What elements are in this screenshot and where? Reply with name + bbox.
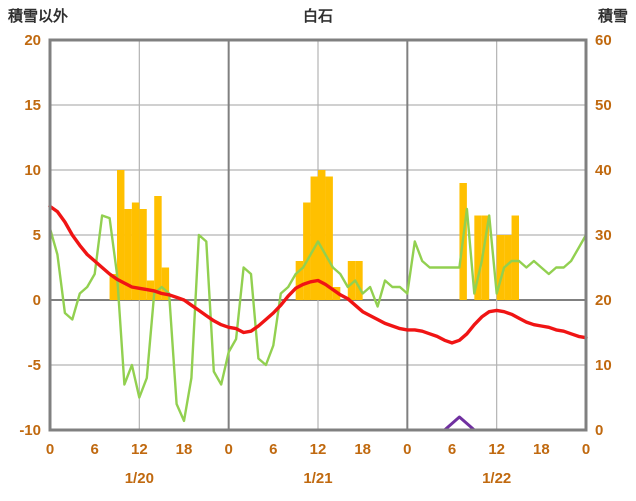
plot-frame [48,38,588,432]
left-tick-label: -5 [28,357,41,374]
right-tick-label: 20 [595,292,612,309]
orange-bars-bar [303,202,311,300]
orange-bars-bar [325,176,333,300]
left-tick-label: 15 [24,97,41,114]
left-tick-label: 10 [24,162,41,179]
date-label: 1/21 [303,470,332,487]
red-line [48,204,588,345]
green-line [48,207,588,423]
right-tick-label: 50 [595,97,612,114]
x-tick-label: 0 [224,441,232,458]
right-tick-label: 0 [595,422,603,439]
date-label: 1/20 [125,470,154,487]
orange-bars-bar [504,235,512,300]
chart-title: 白石 [302,8,333,25]
right-axis-title: 積雪 [597,8,628,25]
orange-bars-bar [474,215,482,300]
orange-bars-bar [161,267,170,300]
orange-bars-bar [496,235,505,300]
left-tick-label: -10 [19,422,41,439]
date-label: 1/22 [482,470,511,487]
orange-bars-bar [154,196,162,300]
x-tick-label: 12 [131,441,148,458]
orange-bars-bar [310,176,318,300]
x-tick-label: 6 [448,441,456,458]
x-tick-label: 18 [354,441,371,458]
orange-bars-bar [347,261,356,300]
orange-bars-bar [117,170,125,300]
orange-bars-bar [139,209,147,300]
x-tick-label: 18 [176,441,193,458]
right-tick-label: 60 [595,32,612,49]
x-tick-label: 12 [310,441,327,458]
x-tick-label: 6 [90,441,98,458]
x-tick-label: 18 [533,441,550,458]
right-tick-label: 40 [595,162,612,179]
left-axis-title: 積雪以外 [8,8,69,25]
right-tick-label: 10 [595,357,612,374]
x-tick-label: 0 [403,441,411,458]
x-tick-label: 0 [582,441,590,458]
x-tick-label: 6 [269,441,277,458]
orange-bars-bar [318,170,326,300]
orange-bars-bar [511,215,519,300]
left-tick-label: 5 [33,227,41,244]
left-tick-label: 20 [24,32,41,49]
x-tick-label: 0 [46,441,54,458]
orange-bars-bar [295,261,304,300]
x-tick-label: 12 [488,441,505,458]
orange-bars-bar [124,209,132,300]
orange-bars-bar [481,215,490,300]
right-tick-label: 30 [595,227,612,244]
chart-header: 積雪以外 白石 積雪 [0,5,636,26]
orange-bars-bar [109,274,117,300]
orange-bars-bar [131,202,140,300]
left-tick-label: 0 [33,292,41,309]
orange-bars-bar [355,261,363,300]
